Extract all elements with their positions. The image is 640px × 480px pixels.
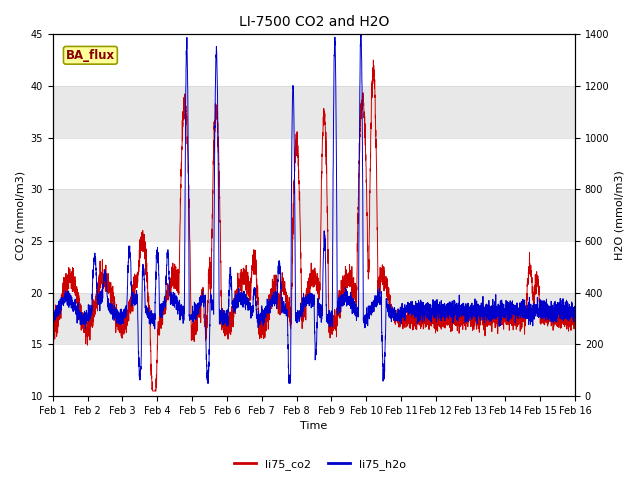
Bar bbox=[52, 190, 575, 241]
Y-axis label: H2O (mmol/m3): H2O (mmol/m3) bbox=[615, 170, 625, 260]
X-axis label: Time: Time bbox=[300, 421, 328, 432]
Title: LI-7500 CO2 and H2O: LI-7500 CO2 and H2O bbox=[239, 15, 389, 29]
Bar bbox=[52, 293, 575, 345]
Bar bbox=[52, 86, 575, 138]
Text: BA_flux: BA_flux bbox=[66, 49, 115, 62]
Y-axis label: CO2 (mmol/m3): CO2 (mmol/m3) bbox=[15, 171, 25, 260]
Legend: li75_co2, li75_h2o: li75_co2, li75_h2o bbox=[230, 455, 410, 474]
